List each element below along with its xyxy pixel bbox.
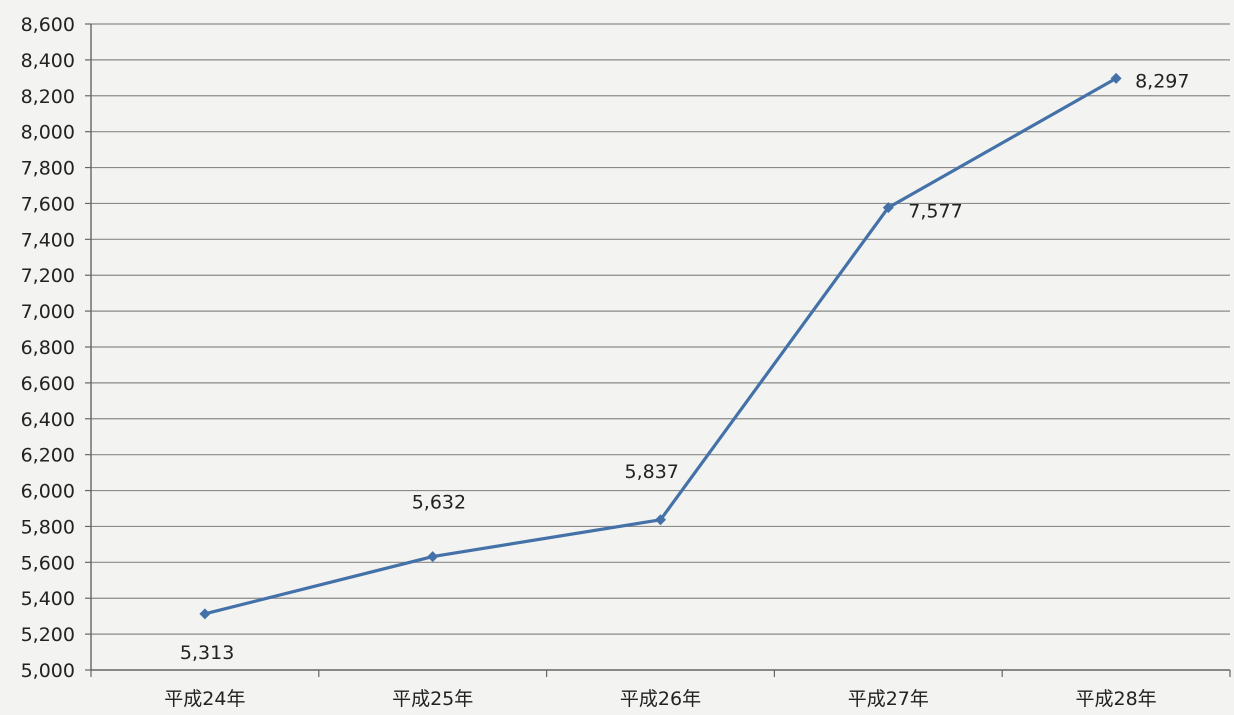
series-line: [205, 78, 1116, 613]
y-tick-label: 5,600: [21, 552, 75, 574]
x-tick-label: 平成26年: [620, 688, 701, 710]
data-point-marker: [427, 551, 438, 562]
y-tick-label: 5,200: [21, 624, 75, 646]
x-tick-label: 平成25年: [392, 688, 473, 710]
y-tick-label: 6,200: [21, 445, 75, 467]
y-tick-label: 7,400: [21, 229, 75, 251]
data-labels: 5,313 5,632 5,837 7,577 8,297: [180, 70, 1190, 663]
y-tick-label: 8,000: [21, 122, 75, 144]
x-tick-label: 平成27年: [848, 688, 929, 710]
x-tick-label: 平成24年: [164, 688, 245, 710]
y-tick-label: 8,400: [21, 50, 75, 72]
y-tick-label: 5,000: [21, 660, 75, 682]
gridlines: [91, 24, 1230, 634]
y-tick-label: 6,000: [21, 481, 75, 503]
x-tick-label: 平成28年: [1076, 688, 1157, 710]
y-tick-label: 7,600: [21, 193, 75, 215]
x-axis-tick-labels: 平成24年 平成25年 平成26年 平成27年 平成28年: [164, 688, 1156, 710]
y-tick-label: 6,600: [21, 373, 75, 395]
y-axis-tick-labels: 5,000 5,200 5,400 5,600 5,800 6,000 6,200 6,400…: [21, 14, 75, 682]
y-tick-label: 8,200: [21, 86, 75, 108]
data-label: 8,297: [1135, 70, 1189, 92]
y-tick-label: 6,800: [21, 337, 75, 359]
data-label: 5,837: [625, 461, 679, 483]
y-tick-label: 7,200: [21, 265, 75, 287]
y-tick-label: 6,400: [21, 409, 75, 431]
y-tick-label: 5,800: [21, 516, 75, 538]
data-label: 5,632: [412, 492, 466, 514]
y-tick-label: 8,600: [21, 14, 75, 36]
y-tick-label: 7,800: [21, 158, 75, 180]
y-tick-label: 5,400: [21, 588, 75, 610]
data-label: 5,313: [180, 642, 234, 664]
data-label: 7,577: [908, 201, 962, 223]
y-tick-label: 7,000: [21, 301, 75, 323]
data-point-marker: [199, 608, 210, 619]
axes: [85, 24, 1230, 677]
series: [199, 73, 1121, 619]
